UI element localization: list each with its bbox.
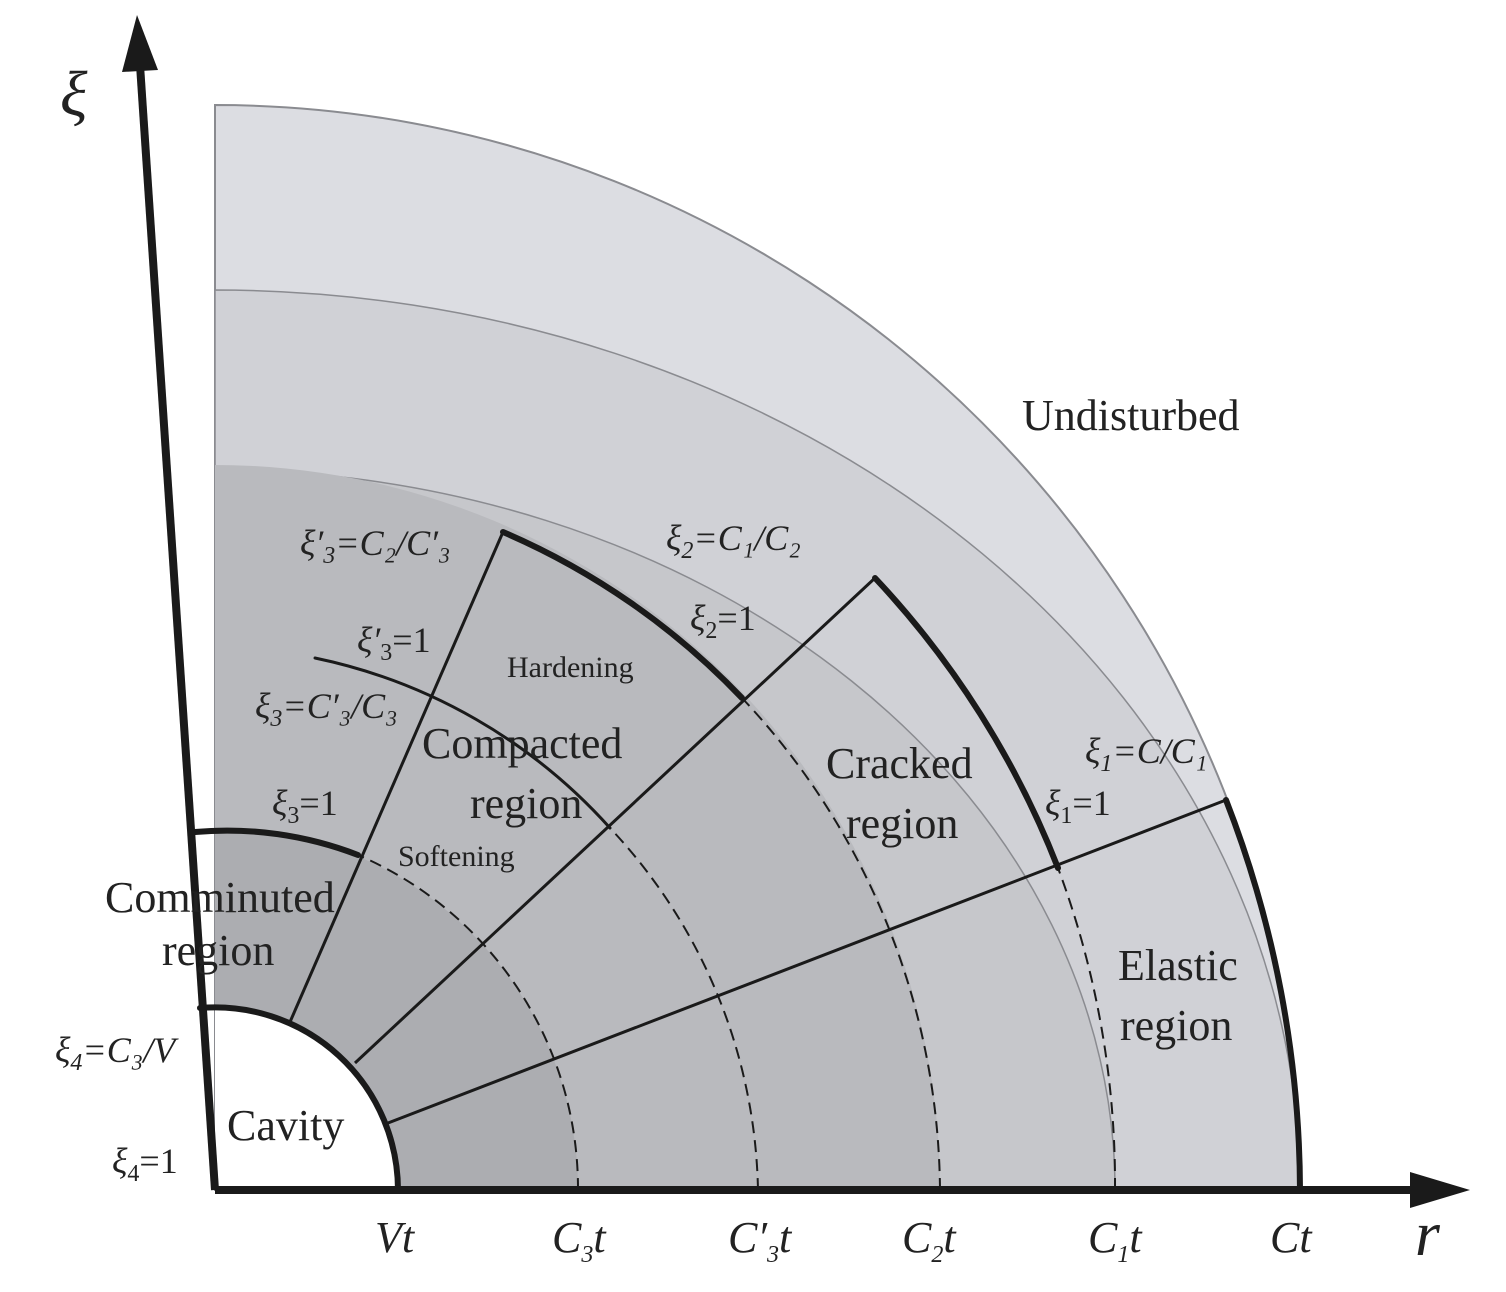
r-axis-arrowhead xyxy=(1410,1172,1470,1208)
outer-front-arc xyxy=(1223,797,1303,1193)
label-undisturbed: Undisturbed xyxy=(1022,391,1240,440)
eq-xi2-c1c2: ξ2=C₁/C₂ xyxy=(666,518,801,564)
eq-xi4-1: ξ4=1 xyxy=(112,1141,178,1187)
tick-label-vt: Vt xyxy=(375,1213,416,1262)
r-axis-title: r xyxy=(1415,1198,1441,1269)
xi-axis-title: ξ xyxy=(60,58,88,129)
label-cracked-line1: Cracked xyxy=(826,739,973,788)
label-softening: Softening xyxy=(398,840,515,873)
tick-label-c3t: C3t xyxy=(552,1213,607,1268)
label-hardening: Hardening xyxy=(507,651,634,684)
label-compacted-line2: region xyxy=(470,779,582,828)
label-compacted-line1: Compacted xyxy=(422,719,622,768)
xi-axis-arrowhead xyxy=(122,15,158,72)
eq-xi3p-c2c3p: ξ′3=C₂/C′₃ xyxy=(300,523,451,569)
label-comminuted-line1: Comminuted xyxy=(105,873,335,922)
tick-label-c2t: C2t xyxy=(902,1213,957,1268)
eq-xi4-c3v: ξ4=C₃/V xyxy=(55,1030,179,1076)
eq-xi3-1: ξ3=1 xyxy=(272,783,338,829)
cracked-front-arc xyxy=(500,529,745,701)
region-labels: Undisturbed Compacted region Cracked reg… xyxy=(105,391,1240,1150)
elastic-front-arc xyxy=(872,575,1061,871)
dashed-arc-c3t xyxy=(357,854,580,1191)
boundary-arcs xyxy=(192,529,1303,1193)
region-shapes xyxy=(214,103,1302,1191)
eq-xi2-1: ξ2=1 xyxy=(690,598,756,644)
label-cavity: Cavity xyxy=(227,1101,344,1150)
cavity-arc xyxy=(197,1004,401,1193)
label-comminuted-line2: region xyxy=(162,926,274,975)
radial-line-1 xyxy=(387,798,1227,1125)
cavity-shape xyxy=(215,1007,398,1190)
tick-label-c3pt: C′3t xyxy=(728,1213,793,1268)
axes xyxy=(122,15,1470,1208)
radial-lines xyxy=(288,531,1227,1125)
dashed-arc-c2t xyxy=(741,697,941,1191)
tick-label-c1t: C1t xyxy=(1088,1213,1143,1268)
softening-hardening-arc xyxy=(313,656,612,830)
boundary-equations: ξ4=1 ξ4=C₃/V ξ3=1 ξ3=C′₃/C₃ ξ′3=1 ξ′3=C₂… xyxy=(55,518,1207,1187)
tick-label-ct: Ct xyxy=(1270,1213,1313,1262)
eq-xi1-cc1: ξ1=C/C₁ xyxy=(1085,731,1207,777)
dashed-arc-c1t xyxy=(1057,867,1117,1191)
comminuted-front-arc xyxy=(192,827,361,858)
eq-xi1-1: ξ1=1 xyxy=(1045,783,1111,829)
xi-axis-line xyxy=(136,64,219,1191)
r-axis-tick-labels: Vt C3t C′3t C2t C1t Ct xyxy=(375,1213,1313,1268)
label-elastic-line1: Elastic xyxy=(1118,941,1238,990)
label-elastic-line2: region xyxy=(1120,1001,1232,1050)
radial-line-3 xyxy=(288,531,505,1023)
eq-xi3-c3pc3: ξ3=C′₃/C₃ xyxy=(255,686,398,732)
eq-xi3p-1: ξ′3=1 xyxy=(357,620,431,666)
radial-line-2 xyxy=(353,576,877,1065)
label-cracked-line2: region xyxy=(846,799,958,848)
